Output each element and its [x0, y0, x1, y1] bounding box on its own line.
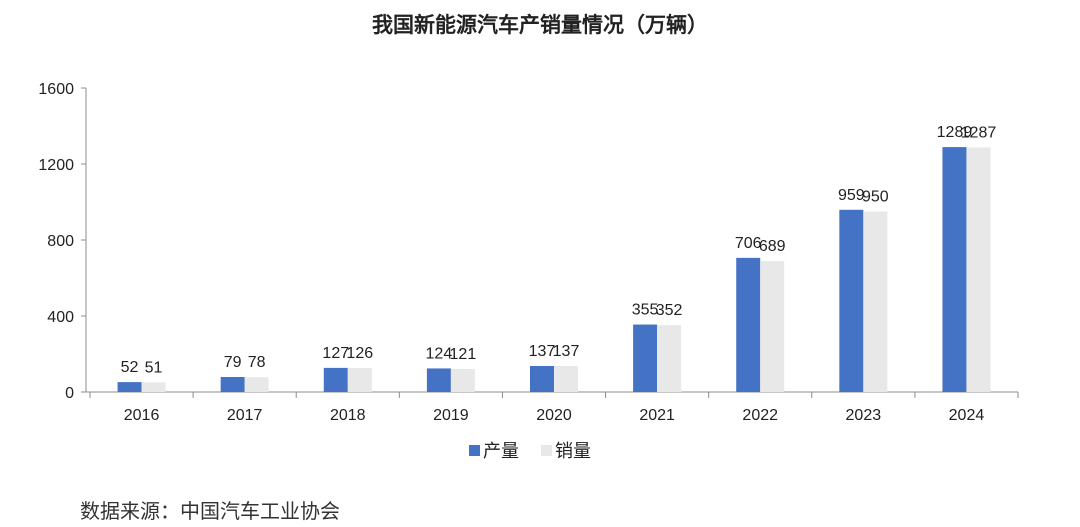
bar-销量-2021 [657, 325, 682, 392]
y-tick-label: 1200 [38, 157, 74, 174]
bar-产量-2016 [117, 382, 142, 392]
bar-产量-2022 [736, 257, 761, 392]
bar-销量-2023 [863, 211, 888, 392]
y-tick-label: 0 [65, 385, 74, 402]
x-tick-label: 2016 [124, 407, 160, 424]
data-label: 124 [426, 345, 453, 362]
data-label: 126 [346, 345, 373, 362]
bar-销量-2019 [450, 369, 475, 392]
bar-销量-2024 [966, 147, 991, 392]
bar-销量-2017 [244, 377, 269, 392]
x-tick-label: 2022 [742, 407, 778, 424]
bar-产量-2017 [220, 376, 245, 392]
data-label: 52 [121, 359, 139, 376]
data-label: 79 [224, 354, 242, 371]
x-tick-label: 2017 [227, 407, 263, 424]
data-label: 51 [145, 359, 163, 376]
legend: 产量 销量 [469, 441, 591, 462]
data-label: 127 [322, 345, 349, 362]
legend-swatch [469, 445, 480, 456]
bar-产量-2019 [426, 368, 451, 392]
source-note: 数据来源：中国汽车工业协会 [80, 499, 340, 523]
bar-销量-2020 [554, 365, 578, 392]
x-tick-label: 2024 [949, 407, 985, 424]
y-tick-label: 800 [47, 233, 74, 250]
data-label: 352 [656, 302, 683, 319]
bar-产量-2024 [942, 147, 967, 392]
legend-label: 销量 [555, 441, 591, 462]
data-labels: 52 79 127 124 137 355 706 959 1289 51 78 126 121 137 3… [121, 124, 997, 376]
y-tick-label: 400 [47, 309, 74, 326]
bar-销量-2018 [347, 368, 372, 392]
data-label: 355 [632, 302, 659, 319]
data-label: 137 [553, 343, 580, 360]
x-tick-label: 2021 [639, 407, 675, 424]
data-label: 950 [862, 189, 889, 206]
legend-label: 产量 [483, 441, 519, 462]
x-tick-label: 2020 [536, 407, 572, 424]
x-tick-label: 2018 [330, 407, 366, 424]
x-tick-label: 2019 [433, 407, 469, 424]
bar-产量-2023 [839, 209, 864, 392]
bars [117, 147, 991, 392]
data-label: 121 [450, 346, 477, 363]
data-label: 689 [759, 238, 786, 255]
axes: 0 400 800 1200 1600 2016 2017 2018 2019 2020 2021 2… [38, 81, 1019, 424]
data-label: 1287 [961, 124, 997, 141]
chart-title: 我国新能源汽车产销量情况（万辆） [372, 12, 708, 37]
bar-产量-2020 [530, 365, 554, 392]
bar-产量-2021 [633, 324, 658, 392]
legend-swatch [541, 445, 552, 456]
data-label: 1289 [937, 124, 973, 141]
data-label: 706 [735, 235, 762, 252]
bar-销量-2016 [141, 382, 166, 392]
bar-销量-2022 [760, 261, 785, 392]
data-label: 959 [838, 187, 865, 204]
data-label: 78 [248, 354, 266, 371]
data-label: 137 [529, 343, 556, 360]
y-tick-label: 1600 [38, 81, 74, 98]
bar-产量-2018 [323, 367, 348, 392]
x-tick-label: 2023 [846, 407, 882, 424]
